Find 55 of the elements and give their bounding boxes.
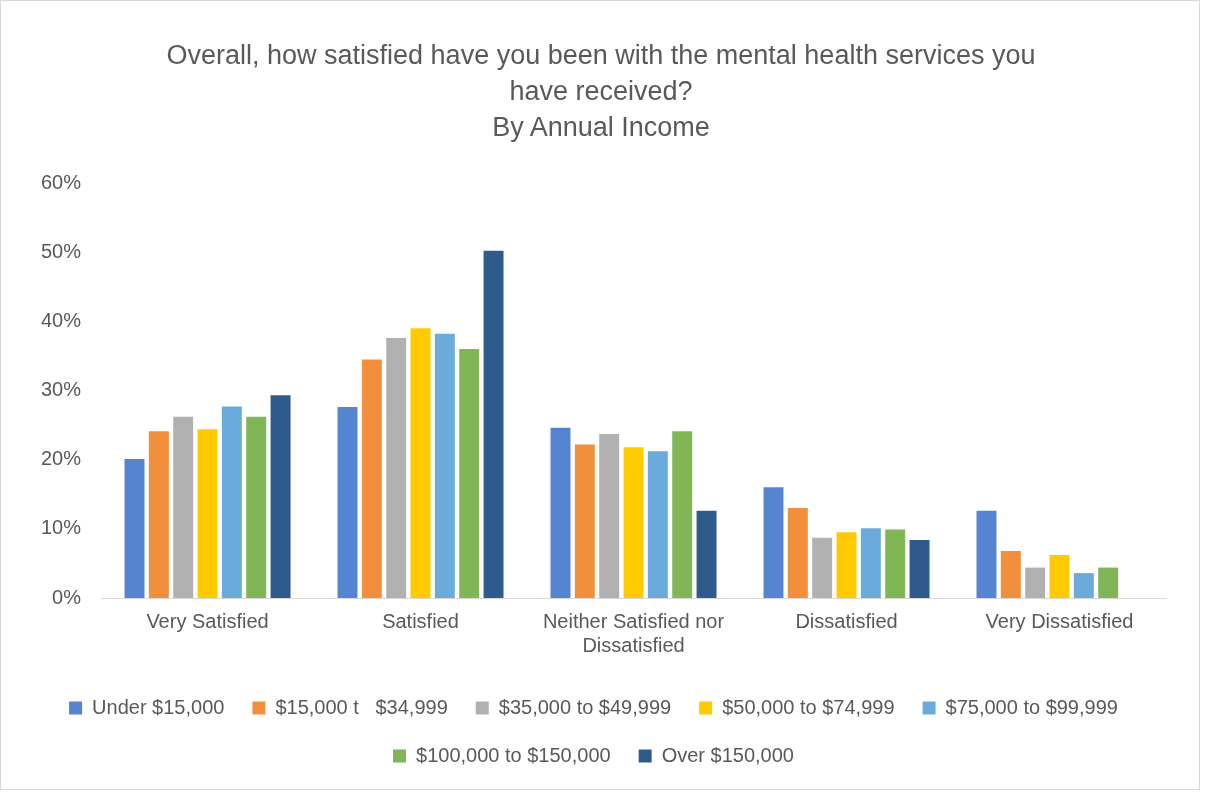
y-tick-label: 0% [52, 585, 82, 608]
bar [787, 508, 808, 598]
bar [246, 416, 267, 598]
legend-label: $35,000 to $49,999 [498, 695, 672, 718]
bar [860, 528, 881, 598]
bar [909, 539, 930, 598]
y-tick-label: 30% [41, 378, 82, 401]
bar [672, 431, 693, 598]
chart-subtitle: By Annual Income [491, 111, 711, 144]
bar [337, 407, 358, 598]
legend-label: Under $15,000 [92, 695, 225, 718]
bar [1025, 567, 1046, 598]
bar [599, 434, 620, 598]
legend-label: $50,000 to $74,999 [722, 695, 895, 718]
x-tick-label: Very Satisfied [146, 609, 269, 632]
bar [1000, 550, 1021, 598]
y-tick-label: 60% [41, 170, 82, 193]
bar [836, 532, 857, 598]
y-tick-label: 10% [41, 516, 82, 539]
bar [197, 429, 218, 598]
bar [221, 406, 242, 598]
y-tick-label: 50% [41, 239, 82, 262]
bar [1073, 573, 1094, 598]
legend-label: $15,000 t $34,999 [275, 695, 448, 718]
x-tick-label: Dissatisfied [795, 609, 898, 632]
x-tick-label: Neither Satisfied nor Dissatisfied [542, 609, 725, 656]
bar [976, 510, 997, 598]
bar [647, 451, 668, 598]
chart-title: Overall, how satisfied have you been with the mental health services you have received? [165, 39, 1037, 108]
x-tick-label: Very Dissatisfied [985, 609, 1134, 632]
bar [173, 416, 194, 598]
bar [1049, 555, 1070, 598]
bar [270, 395, 291, 598]
bar [434, 333, 455, 598]
bar [361, 359, 382, 598]
legend-label: $100,000 to $150,000 [416, 743, 611, 766]
bar [574, 444, 595, 598]
bar [623, 447, 644, 598]
bar [124, 458, 145, 598]
bar [696, 510, 717, 598]
bar [885, 529, 906, 598]
y-tick-label: 20% [41, 447, 82, 470]
bar [386, 337, 407, 598]
bar [410, 328, 431, 598]
x-tick-label: Satisfied [382, 609, 459, 632]
bar [812, 537, 833, 598]
y-tick-label: 40% [41, 308, 82, 331]
bar [148, 431, 169, 598]
legend-label: $75,000 to $99,999 [945, 695, 1118, 718]
bar [763, 487, 784, 598]
bar [550, 427, 571, 598]
bar [483, 250, 504, 598]
legend-label: Over $150,000 [661, 743, 794, 766]
bar [1098, 567, 1119, 598]
bar [459, 349, 480, 598]
